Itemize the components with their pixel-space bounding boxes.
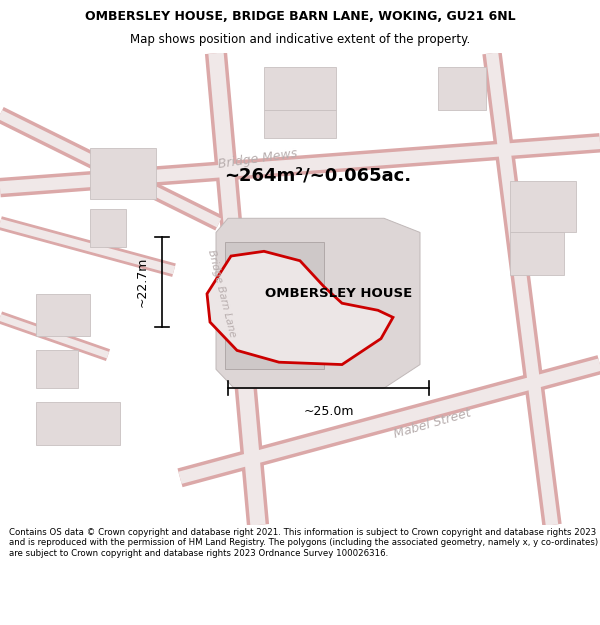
Polygon shape <box>510 232 564 275</box>
Polygon shape <box>36 402 120 445</box>
Text: Contains OS data © Crown copyright and database right 2021. This information is : Contains OS data © Crown copyright and d… <box>9 528 598 558</box>
Polygon shape <box>264 68 336 110</box>
Polygon shape <box>90 209 126 247</box>
Text: ~22.7m: ~22.7m <box>136 257 149 307</box>
Text: OMBERSLEY HOUSE, BRIDGE BARN LANE, WOKING, GU21 6NL: OMBERSLEY HOUSE, BRIDGE BARN LANE, WOKIN… <box>85 11 515 24</box>
Text: Bridge Barn Lane: Bridge Barn Lane <box>206 249 238 339</box>
Text: Mabel Street: Mabel Street <box>392 406 472 441</box>
Polygon shape <box>225 242 324 369</box>
Text: OMBERSLEY HOUSE: OMBERSLEY HOUSE <box>265 288 413 300</box>
Text: Bridge Mews: Bridge Mews <box>217 148 299 171</box>
Polygon shape <box>510 181 576 232</box>
Polygon shape <box>264 110 336 138</box>
Polygon shape <box>36 351 78 388</box>
Text: Map shows position and indicative extent of the property.: Map shows position and indicative extent… <box>130 33 470 46</box>
Polygon shape <box>90 148 156 199</box>
Text: ~25.0m: ~25.0m <box>303 404 354 418</box>
Text: ~264m²/~0.065ac.: ~264m²/~0.065ac. <box>224 167 412 185</box>
Polygon shape <box>216 218 420 388</box>
Polygon shape <box>36 294 90 336</box>
Polygon shape <box>438 68 486 110</box>
Polygon shape <box>207 251 393 364</box>
